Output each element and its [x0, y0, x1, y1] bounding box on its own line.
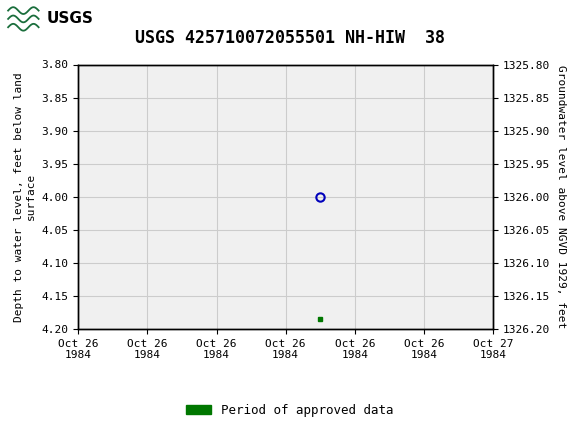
Text: USGS 425710072055501 NH-HIW  38: USGS 425710072055501 NH-HIW 38 — [135, 29, 445, 47]
Y-axis label: Depth to water level, feet below land
surface: Depth to water level, feet below land su… — [14, 72, 36, 322]
Legend: Period of approved data: Period of approved data — [181, 399, 399, 421]
Bar — [7, 3, 82, 35]
Y-axis label: Groundwater level above NGVD 1929, feet: Groundwater level above NGVD 1929, feet — [556, 65, 566, 329]
Text: USGS: USGS — [46, 12, 93, 26]
